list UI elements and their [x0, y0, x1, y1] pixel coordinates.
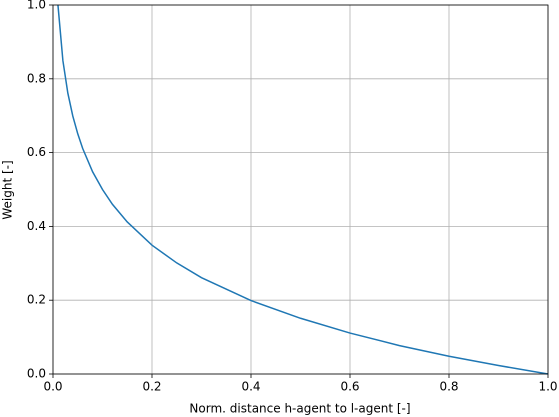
y-tick-label: 0.2 [27, 293, 46, 307]
y-tick-label: 0.6 [27, 145, 46, 159]
y-tick-label: 0.0 [27, 367, 46, 381]
y-tick-label: 0.8 [27, 71, 46, 85]
y-tick-label: 0.4 [27, 219, 46, 233]
x-tick-label: 0.4 [241, 380, 260, 394]
plot-frame [52, 4, 549, 375]
x-tick-label: 1.0 [538, 380, 557, 394]
y-tick-label: 1.0 [27, 0, 46, 12]
x-axis-label: Norm. distance h-agent to l-agent [-] [189, 402, 410, 416]
x-tick-label: 0.0 [43, 380, 62, 394]
x-tick-label: 0.8 [439, 380, 458, 394]
data-line [57, 4, 549, 375]
y-axis-label: Weight [-] [1, 160, 15, 219]
x-tick-label: 0.6 [340, 380, 359, 394]
x-tick-label: 0.2 [142, 380, 161, 394]
